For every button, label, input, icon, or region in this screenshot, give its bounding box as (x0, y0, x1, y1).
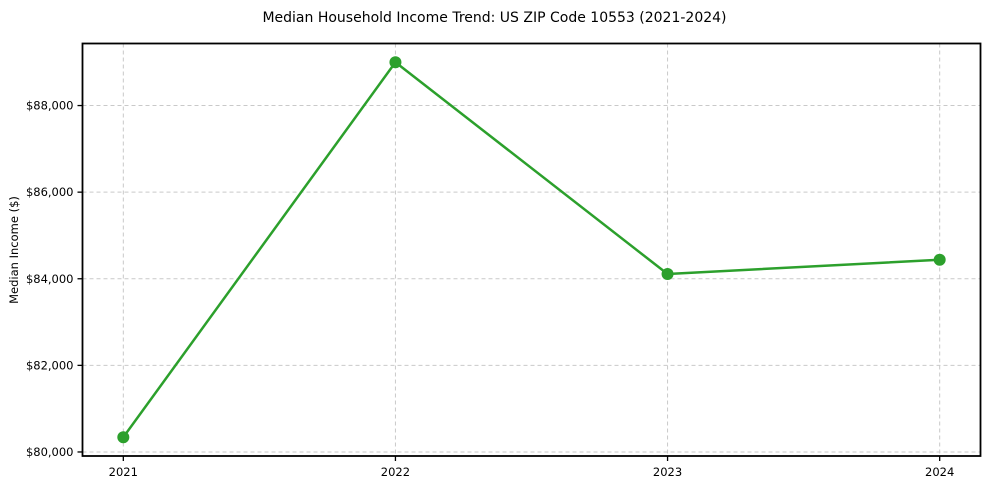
y-tick-label: $80,000 (26, 445, 74, 459)
data-point (933, 253, 946, 266)
trend-line (122, 61, 941, 439)
data-point (117, 431, 130, 444)
plot-border (81, 42, 982, 457)
y-tick-label: $84,000 (26, 272, 74, 286)
y-tick-label: $82,000 (26, 358, 74, 372)
x-tick-label: 2021 (109, 465, 138, 479)
x-tick-label: 2024 (925, 465, 954, 479)
y-tick-label: $88,000 (26, 99, 74, 113)
x-tick-label: 2023 (653, 465, 682, 479)
data-point (661, 267, 674, 280)
x-tick-label: 2022 (381, 465, 410, 479)
chart-title: Median Household Income Trend: US ZIP Co… (262, 10, 727, 26)
data-point (389, 56, 402, 69)
y-tick-label: $86,000 (26, 185, 74, 199)
